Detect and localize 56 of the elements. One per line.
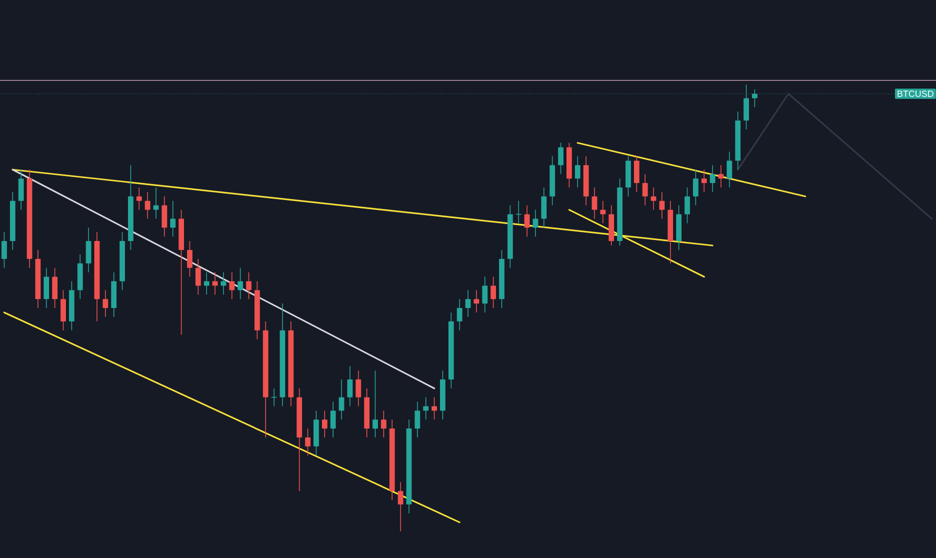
- candlestick: [465, 290, 471, 318]
- candlestick: [60, 290, 66, 331]
- candlestick: [541, 187, 547, 228]
- candlestick: [634, 156, 640, 192]
- candlestick: [684, 187, 690, 224]
- candlestick: [592, 187, 598, 220]
- candlestick: [238, 267, 244, 300]
- candlestick: [432, 396, 437, 420]
- candlestick: [650, 187, 656, 210]
- candlestick: [187, 240, 192, 278]
- candlestick: [423, 396, 429, 420]
- candlestick: [710, 164, 716, 192]
- candlestick: [44, 267, 50, 308]
- candlestick: [2, 232, 7, 268]
- candlestick: [204, 272, 210, 296]
- candlestick: [490, 276, 496, 308]
- candlestick: [347, 366, 353, 407]
- candlestick: [744, 84, 749, 130]
- candlestick: [398, 482, 404, 532]
- candlestick: [692, 169, 698, 206]
- candlestick: [524, 204, 530, 237]
- candlestick: [144, 192, 150, 220]
- candlestick: [52, 267, 58, 308]
- ref-line-label: BTCUSD: [898, 90, 934, 97]
- candlestick: [212, 272, 218, 296]
- candlestick: [338, 379, 344, 420]
- candlestick: [372, 370, 378, 438]
- candlestick: [482, 276, 488, 313]
- candlestick: [726, 151, 732, 188]
- candlestick: [330, 401, 336, 438]
- candlestick: [574, 156, 580, 188]
- candlestick: [220, 272, 226, 296]
- candlestick: [380, 410, 386, 438]
- candlestick: [195, 258, 201, 296]
- candlestick: [18, 169, 24, 210]
- candlestick: [456, 298, 462, 331]
- candlestick: [136, 187, 142, 210]
- candlestick: [701, 169, 707, 192]
- candlestick: [642, 174, 648, 206]
- candlestick: [718, 164, 724, 188]
- candlestick: [170, 200, 176, 237]
- candlestick: [86, 227, 92, 273]
- candlestick: [229, 272, 235, 300]
- candlestick: [600, 200, 606, 224]
- candlestick: [414, 401, 420, 438]
- candlestick: [532, 209, 538, 237]
- candlestick: [558, 142, 564, 174]
- candlestick: [474, 290, 480, 313]
- candlestick: [659, 192, 665, 220]
- candlestick: [153, 187, 159, 220]
- candlestick: [322, 410, 328, 438]
- candlestick: [102, 290, 108, 318]
- candlestick: [356, 370, 362, 407]
- candlestick: [246, 272, 252, 300]
- candlestick: [162, 196, 168, 237]
- candlestick: [305, 428, 310, 456]
